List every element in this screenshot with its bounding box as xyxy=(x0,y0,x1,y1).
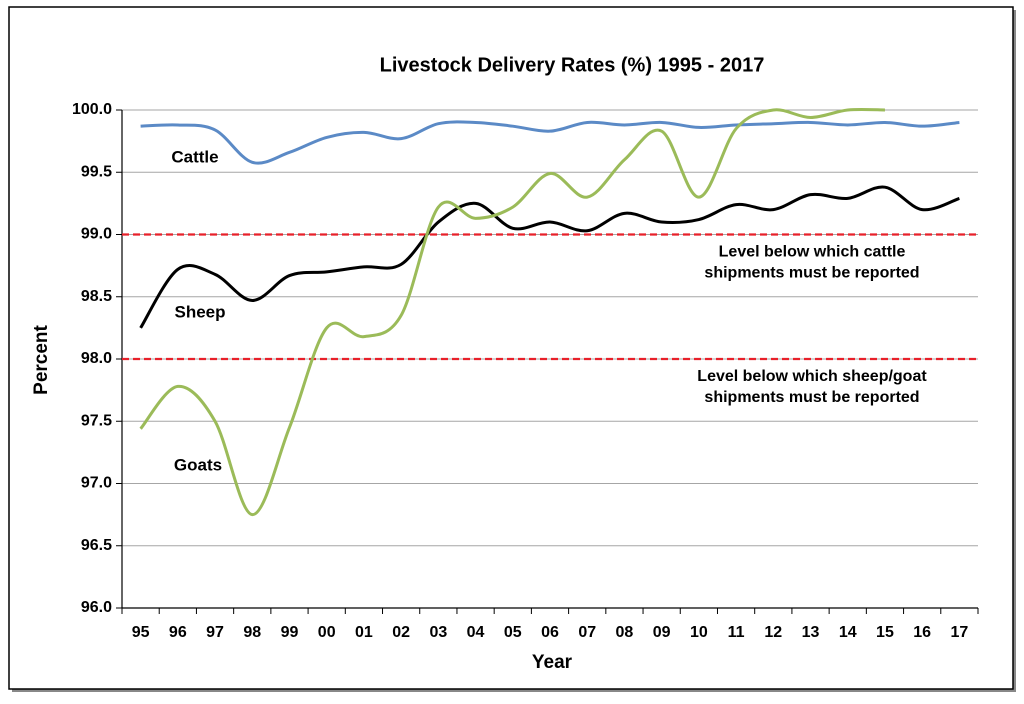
x-tick-label: 14 xyxy=(839,624,857,641)
series-line xyxy=(139,185,960,329)
x-tick-label: 03 xyxy=(429,624,447,641)
frame xyxy=(8,6,1014,690)
x-tick-label: 05 xyxy=(504,624,522,641)
y-tick-label: 96.5 xyxy=(81,537,112,554)
x-tick-label: 15 xyxy=(876,624,894,641)
chart-title: Livestock Delivery Rates (%) 1995 - 2017 xyxy=(380,54,765,76)
x-tick-label: 95 xyxy=(132,624,150,641)
y-tick-label: 98.5 xyxy=(81,288,112,305)
x-tick-label: 07 xyxy=(578,624,596,641)
x-tick-label: 04 xyxy=(467,624,485,641)
y-axis-label: Percent xyxy=(31,324,52,394)
series-line xyxy=(139,107,885,517)
series-label: Sheep xyxy=(174,302,225,321)
series-label: Cattle xyxy=(171,147,218,166)
x-tick-label: 17 xyxy=(950,624,968,641)
x-tick-label: 97 xyxy=(206,624,224,641)
y-tick-label: 97.5 xyxy=(81,412,112,429)
x-tick-label: 96 xyxy=(169,624,187,641)
x-tick-label: 10 xyxy=(690,624,708,641)
y-tick-label: 99.0 xyxy=(81,226,112,243)
x-tick-label: 98 xyxy=(243,624,261,641)
x-tick-label: 01 xyxy=(355,624,373,641)
x-axis-label: Year xyxy=(532,652,573,673)
x-tick-label: 16 xyxy=(913,624,931,641)
x-tick-label: 02 xyxy=(392,624,410,641)
y-tick-label: 99.5 xyxy=(81,163,112,180)
y-tick-label: 98.0 xyxy=(81,350,112,367)
y-tick-label: 96.0 xyxy=(81,599,112,616)
series-line xyxy=(140,120,960,165)
x-tick-label: 12 xyxy=(764,624,782,641)
x-tick-label: 11 xyxy=(728,624,745,641)
x-tick-label: 99 xyxy=(281,624,299,641)
x-tick-label: 13 xyxy=(802,624,820,641)
x-tick-label: 08 xyxy=(616,624,634,641)
x-tick-label: 00 xyxy=(318,624,336,641)
reference-label: Level below which cattle xyxy=(719,244,906,261)
x-tick-label: 06 xyxy=(541,624,559,641)
reference-label: Level below which sheep/goat xyxy=(697,368,927,385)
x-tick-label: 09 xyxy=(653,624,671,641)
reference-label: shipments must be reported xyxy=(704,389,919,406)
y-tick-label: 97.0 xyxy=(81,475,112,492)
series-label: Goats xyxy=(174,455,222,474)
y-tick-label: 100.0 xyxy=(72,101,112,118)
reference-label: shipments must be reported xyxy=(704,265,919,282)
